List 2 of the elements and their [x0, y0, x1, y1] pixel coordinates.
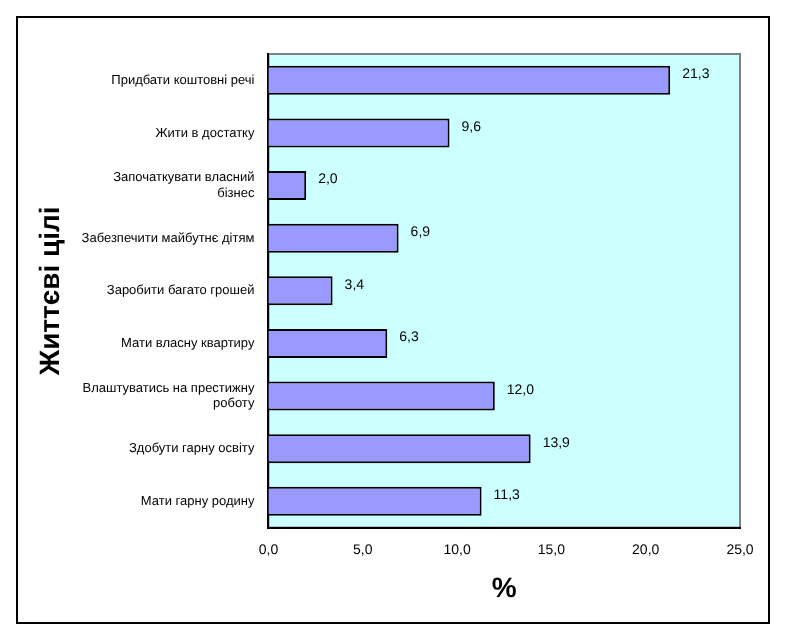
x-axis-title: %	[491, 570, 518, 603]
y-axis-title: Життєві цілі	[32, 206, 65, 378]
